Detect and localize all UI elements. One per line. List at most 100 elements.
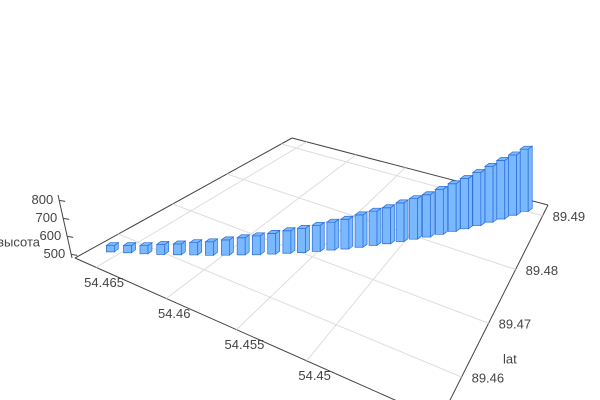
bar [395,199,410,243]
bar-side [259,232,265,256]
bar-top [220,236,235,241]
bar-front [267,233,277,255]
bar [484,162,499,223]
bar-top [204,238,219,243]
bar-front [368,210,378,246]
x-tick-label: 54.46 [158,306,191,321]
bar-front [311,224,321,252]
bar-top [105,242,120,246]
bar [434,185,449,236]
bar-top [266,230,281,234]
bar [311,221,326,253]
bar-top [172,240,187,245]
bar [172,240,187,256]
floor-edge [449,204,549,400]
bar [459,174,474,230]
bar [281,227,296,254]
z-tick-label: 700 [35,210,57,225]
bar-side [403,199,409,243]
bar-top [367,207,383,212]
z-tick-label: 800 [31,192,53,207]
bar [105,241,120,253]
z-tick [63,217,70,220]
bar-top [434,185,449,190]
bar-front [447,183,457,232]
bar-front [156,244,166,255]
bar-front [382,207,391,245]
bar-front [519,148,529,212]
bar-front [434,188,444,235]
bar-side [348,215,354,250]
z-tick [59,199,66,202]
bar-front [496,160,506,220]
z-tick [71,253,78,256]
bar [155,240,170,256]
bar-front [236,237,246,256]
bar [519,145,534,213]
z-axis-title: высота [0,234,41,249]
bar-top [236,234,251,239]
y-tick-label: 89.47 [499,317,532,332]
bar-top [155,241,170,245]
bar-front [251,235,261,256]
x-tick-label: 54.465 [84,275,124,290]
z-tick-label: 500 [43,246,65,261]
bar-side [468,174,473,230]
bar-top [519,145,534,150]
z-tick-label: 600 [39,228,61,243]
grid-line [165,154,357,299]
bar [122,241,137,254]
bar-side [305,224,310,254]
bar-top [122,242,137,246]
bar-side [390,204,395,245]
bar-front [484,165,494,223]
y-tick-label: 89.49 [553,209,586,224]
bar-front [508,154,517,216]
bar [204,238,219,257]
bar-side [290,227,296,254]
x-tick-label: 54.455 [225,337,265,352]
y-tick-label: 89.48 [526,263,559,278]
bar [266,229,281,255]
bar [339,215,354,250]
bar-top [311,221,326,226]
bar-side [244,234,250,256]
y-tick-label: 89.46 [472,370,505,385]
bar-side [376,207,382,247]
bar-front [139,245,149,255]
bar-front [421,194,431,238]
grid-line [118,233,462,378]
bar [421,191,436,238]
bar [408,194,423,240]
bar-top [325,218,340,223]
bar [325,218,340,251]
bar-top [281,227,296,232]
y-axis-title: lat [503,351,517,366]
z-axis [57,194,73,259]
bar-front [326,221,336,251]
bar-side [527,145,533,213]
bar [296,224,311,254]
bar-top [395,199,410,204]
bar [447,180,462,233]
bar-side [480,168,486,227]
bar-top [188,239,203,244]
bar-side [429,191,435,238]
bar-front [460,178,469,230]
bar-front [105,245,115,253]
bar-side [275,229,281,255]
bar [251,232,266,256]
bar [138,242,154,255]
bar [507,151,522,216]
bar-side [504,156,510,220]
bar-top [339,215,354,220]
bar [381,204,396,245]
bar-side [455,180,461,233]
bar-front [297,227,306,253]
bar-front [205,241,214,256]
bar [220,236,235,256]
bar-front [472,172,482,226]
bar-side [334,218,340,251]
bar-top [138,242,154,247]
